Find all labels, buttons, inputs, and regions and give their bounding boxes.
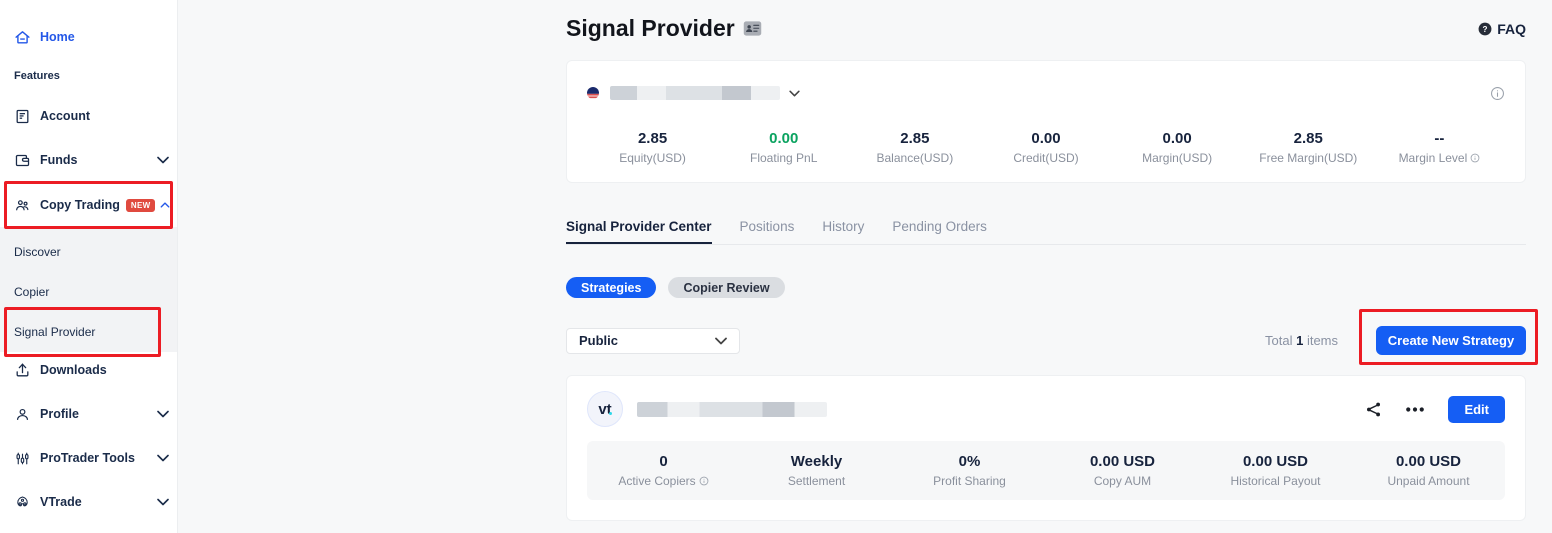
svg-text:?: ? bbox=[1483, 24, 1488, 33]
